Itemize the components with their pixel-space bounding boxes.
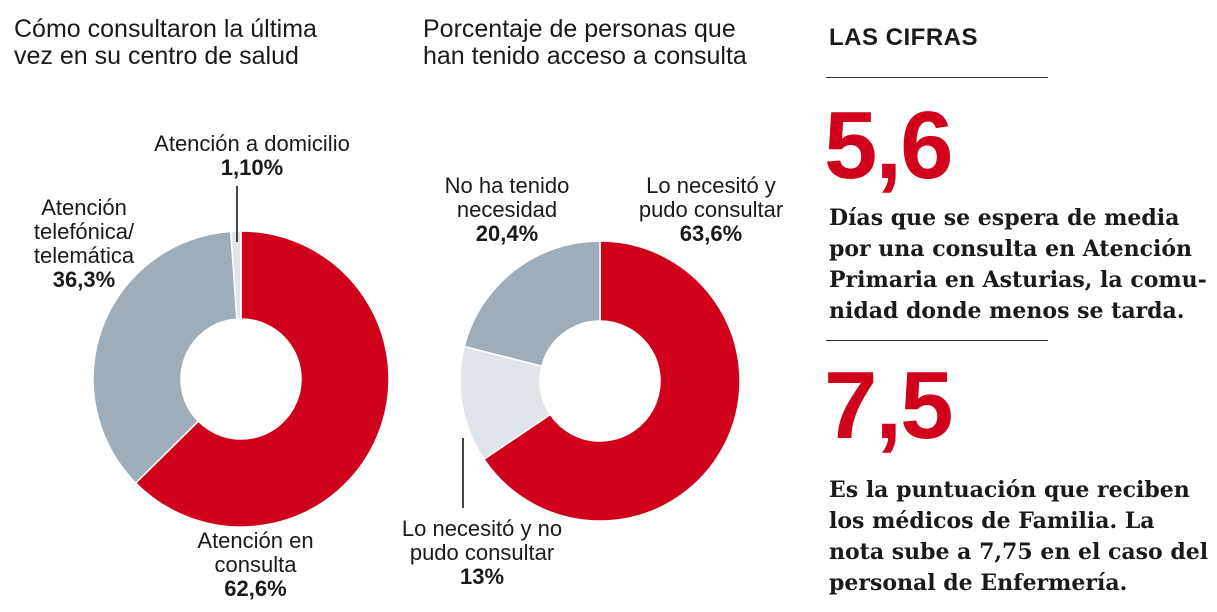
divider — [826, 77, 1048, 78]
donut-slice-2 — [229, 230, 242, 320]
donut-slice-1 — [92, 230, 238, 485]
chart1-title: Cómo consultaron la última vez en su cen… — [14, 15, 317, 70]
label-no-necesidad: No ha tenido necesidad 20,4% — [444, 173, 570, 246]
label-atencion-domicilio: Atención a domicilio 1,10% — [154, 131, 350, 180]
chart2-title: Porcentaje de personas que han tenido ac… — [423, 15, 747, 70]
leader-line-domicilio — [236, 186, 238, 242]
donut-slice-0 — [134, 230, 390, 528]
divider — [826, 340, 1048, 341]
stat-description-score: Es la puntuación que reciben los médicos… — [829, 477, 1209, 596]
donut-slice-0 — [482, 240, 741, 522]
stat-number-score: 7,5 — [824, 352, 953, 459]
stat-number-wait-days: 5,6 — [824, 92, 953, 199]
donut-slice-2 — [463, 240, 601, 368]
label-necesito-pudo: Lo necesitó y pudo consultar 63,6% — [638, 173, 784, 246]
stat-description-wait-days: Días que se espera de media por una cons… — [829, 205, 1207, 324]
label-atencion-telefonica: Atención telefónica/ telemática 36,3% — [33, 195, 135, 292]
label-atencion-consulta: Atención en consulta 62,6% — [197, 528, 314, 601]
leader-line-no-pudo — [462, 438, 464, 508]
label-necesito-no-pudo: Lo necesitó y no pudo consultar 13% — [401, 516, 563, 589]
donut-chart-access-to-consultation — [459, 240, 741, 522]
cifras-header: LAS CIFRAS — [829, 24, 978, 51]
donut-chart-consultation-type — [92, 230, 390, 528]
